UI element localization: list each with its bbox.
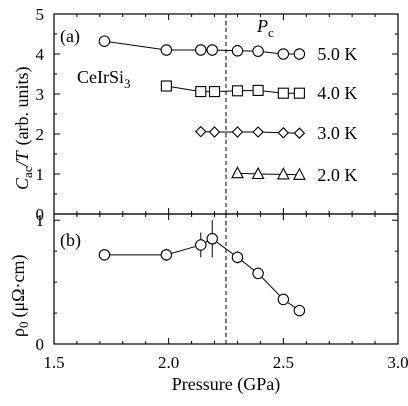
panel-a-ylabel-c: C (12, 177, 32, 190)
panel-a-ticks: 0 1 2 3 4 5 (36, 5, 399, 224)
data-point-3-0-K (231, 126, 244, 138)
data-point-rho (252, 267, 264, 280)
panel-b-ticks: 0 1 1.5 2.0 2.5 3.0 (36, 211, 408, 372)
y-tick-label-a: 0 (36, 205, 45, 224)
data-point-5-0-K (206, 44, 218, 56)
panel-b-ylabel: ρ0 (μΩ·cm) (8, 255, 31, 337)
data-point-5-0-K (293, 48, 306, 60)
x-tick-label: 2.0 (158, 353, 179, 372)
panel-a-series: 5.0 K 4.0 K 3.0 K 2.0 K (98, 35, 357, 185)
data-point-2-0-K (276, 167, 290, 180)
panel-b-ylabel-rho: ρ (8, 328, 28, 337)
x-tick-label: 2.5 (273, 353, 294, 372)
y-tick-label-a: 2 (36, 125, 45, 144)
data-point-3-0-K (208, 126, 221, 138)
data-point-rho (160, 249, 173, 261)
panel-a-ylabel-over-t: /T (12, 149, 32, 167)
data-point-4-0-K (208, 86, 221, 98)
y-tick-label-a: 1 (36, 165, 45, 184)
series-label-4-0-K: 4.0 K (317, 83, 357, 103)
sample-name: CeIrSi3 (77, 67, 131, 91)
data-point-5-0-K (277, 48, 290, 60)
panel-b-ylabel-zero: 0 (16, 322, 31, 329)
data-point-4-0-K (160, 80, 172, 92)
panel-a-label: (a) (60, 26, 80, 47)
panel-a-ylabel-text: Cac/T (arb. units) (12, 66, 35, 190)
data-point-rho (231, 251, 244, 264)
data-point-2-0-K (251, 166, 265, 180)
data-point-rho (293, 304, 306, 317)
sample-name-subscript: 3 (124, 76, 131, 91)
y-tick-label-a: 3 (36, 85, 45, 104)
pc-label-subscript: c (268, 25, 274, 40)
panel-b-label: (b) (60, 230, 81, 251)
data-point-3-0-K (252, 126, 264, 138)
panel-b-ylabel-text: ρ0 (μΩ·cm) (8, 255, 31, 337)
data-point-2-0-K (292, 167, 306, 180)
data-point-rho (277, 293, 290, 306)
series-label-5-0-K: 5.0 K (317, 44, 357, 64)
x-tick-label: 3.0 (387, 353, 408, 372)
panel-b-ylabel-unit: (μΩ·cm) (8, 255, 29, 318)
pc-label-main: P (256, 16, 268, 36)
series-line-2-0-K (237, 172, 300, 176)
y-tick-label-a: 4 (36, 45, 45, 64)
pc-label: Pc (256, 16, 274, 40)
panel-a-ylabel-ac: ac (20, 166, 35, 178)
data-point-4-0-K (252, 84, 264, 96)
data-point-4-0-K (195, 86, 207, 98)
y-tick-label-b: 0 (36, 335, 45, 354)
x-tick-label: 1.5 (43, 353, 64, 372)
y-tick-label-a: 5 (36, 5, 45, 24)
data-point-5-0-K (231, 45, 244, 57)
sample-name-main: CeIrSi (77, 67, 124, 87)
data-point-4-0-K (293, 87, 305, 99)
panel-a-ylabel-unit: (arb. units) (12, 66, 33, 145)
data-point-5-0-K (98, 35, 111, 47)
series-line-rho (104, 238, 300, 311)
data-point-3-0-K (293, 127, 306, 139)
y-tick-label-b: 1 (36, 211, 45, 230)
data-point-5-0-K (160, 44, 173, 56)
data-point-rho (206, 233, 218, 245)
data-point-5-0-K (252, 45, 264, 57)
data-point-4-0-K (277, 87, 289, 99)
data-point-5-0-K (195, 44, 207, 56)
data-point-4-0-K (231, 85, 244, 97)
data-point-rho (195, 239, 207, 251)
data-point-3-0-K (194, 125, 207, 138)
x-axis-label: Pressure (GPa) (172, 374, 280, 395)
panel-b: (b) 0 1 1.5 2.0 2.5 3.0 ρ0 (μΩ·cm) Pressure (G… (8, 211, 408, 395)
data-point-3-0-K (277, 127, 290, 139)
series-label-2-0-K: 2.0 K (317, 165, 357, 185)
data-point-rho (98, 249, 111, 261)
series-label-3-0-K: 3.0 K (317, 123, 357, 143)
data-point-2-0-K (231, 166, 244, 179)
panel-b-series (98, 220, 306, 317)
panel-a-ylabel: Cac/T (arb. units) (12, 66, 35, 190)
